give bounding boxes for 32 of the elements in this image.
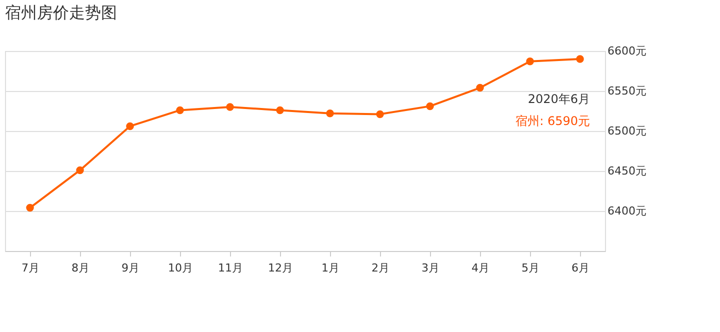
point xyxy=(476,84,484,92)
x-tick-label: 10月 xyxy=(168,262,193,274)
y-tick-label: 6600元 xyxy=(608,44,646,58)
y-tick-label: 6550元 xyxy=(608,84,646,98)
x-tick-label: 4月 xyxy=(472,262,490,274)
x-tick-label: 1月 xyxy=(322,262,340,274)
x-tick-label: 8月 xyxy=(72,262,90,274)
annotation: 宿州: 6590元 xyxy=(516,114,590,128)
point xyxy=(526,58,534,66)
point xyxy=(376,110,384,118)
point xyxy=(126,122,134,130)
y-tick-label: 6500元 xyxy=(608,124,646,138)
point xyxy=(226,103,234,111)
x-tick-label: 9月 xyxy=(122,262,140,274)
x-tick-label: 11月 xyxy=(218,262,243,274)
x-tick-label: 3月 xyxy=(422,262,440,274)
y-tick-label: 6400元 xyxy=(608,204,646,218)
y-tick-label: 6450元 xyxy=(608,164,646,178)
x-tick-label: 7月 xyxy=(22,262,40,274)
point xyxy=(276,106,284,114)
point xyxy=(76,166,84,174)
point xyxy=(326,110,334,118)
point xyxy=(576,55,584,63)
point xyxy=(26,204,34,212)
point xyxy=(176,106,184,114)
annotation: 2020年6月 xyxy=(528,92,590,106)
point xyxy=(426,102,434,110)
x-tick-label: 5月 xyxy=(522,262,540,274)
x-tick-label: 6月 xyxy=(572,262,590,274)
x-tick-label: 2月 xyxy=(372,262,390,274)
x-tick-label: 12月 xyxy=(268,262,293,274)
chart-title: 宿州房价走势图 xyxy=(5,3,117,22)
